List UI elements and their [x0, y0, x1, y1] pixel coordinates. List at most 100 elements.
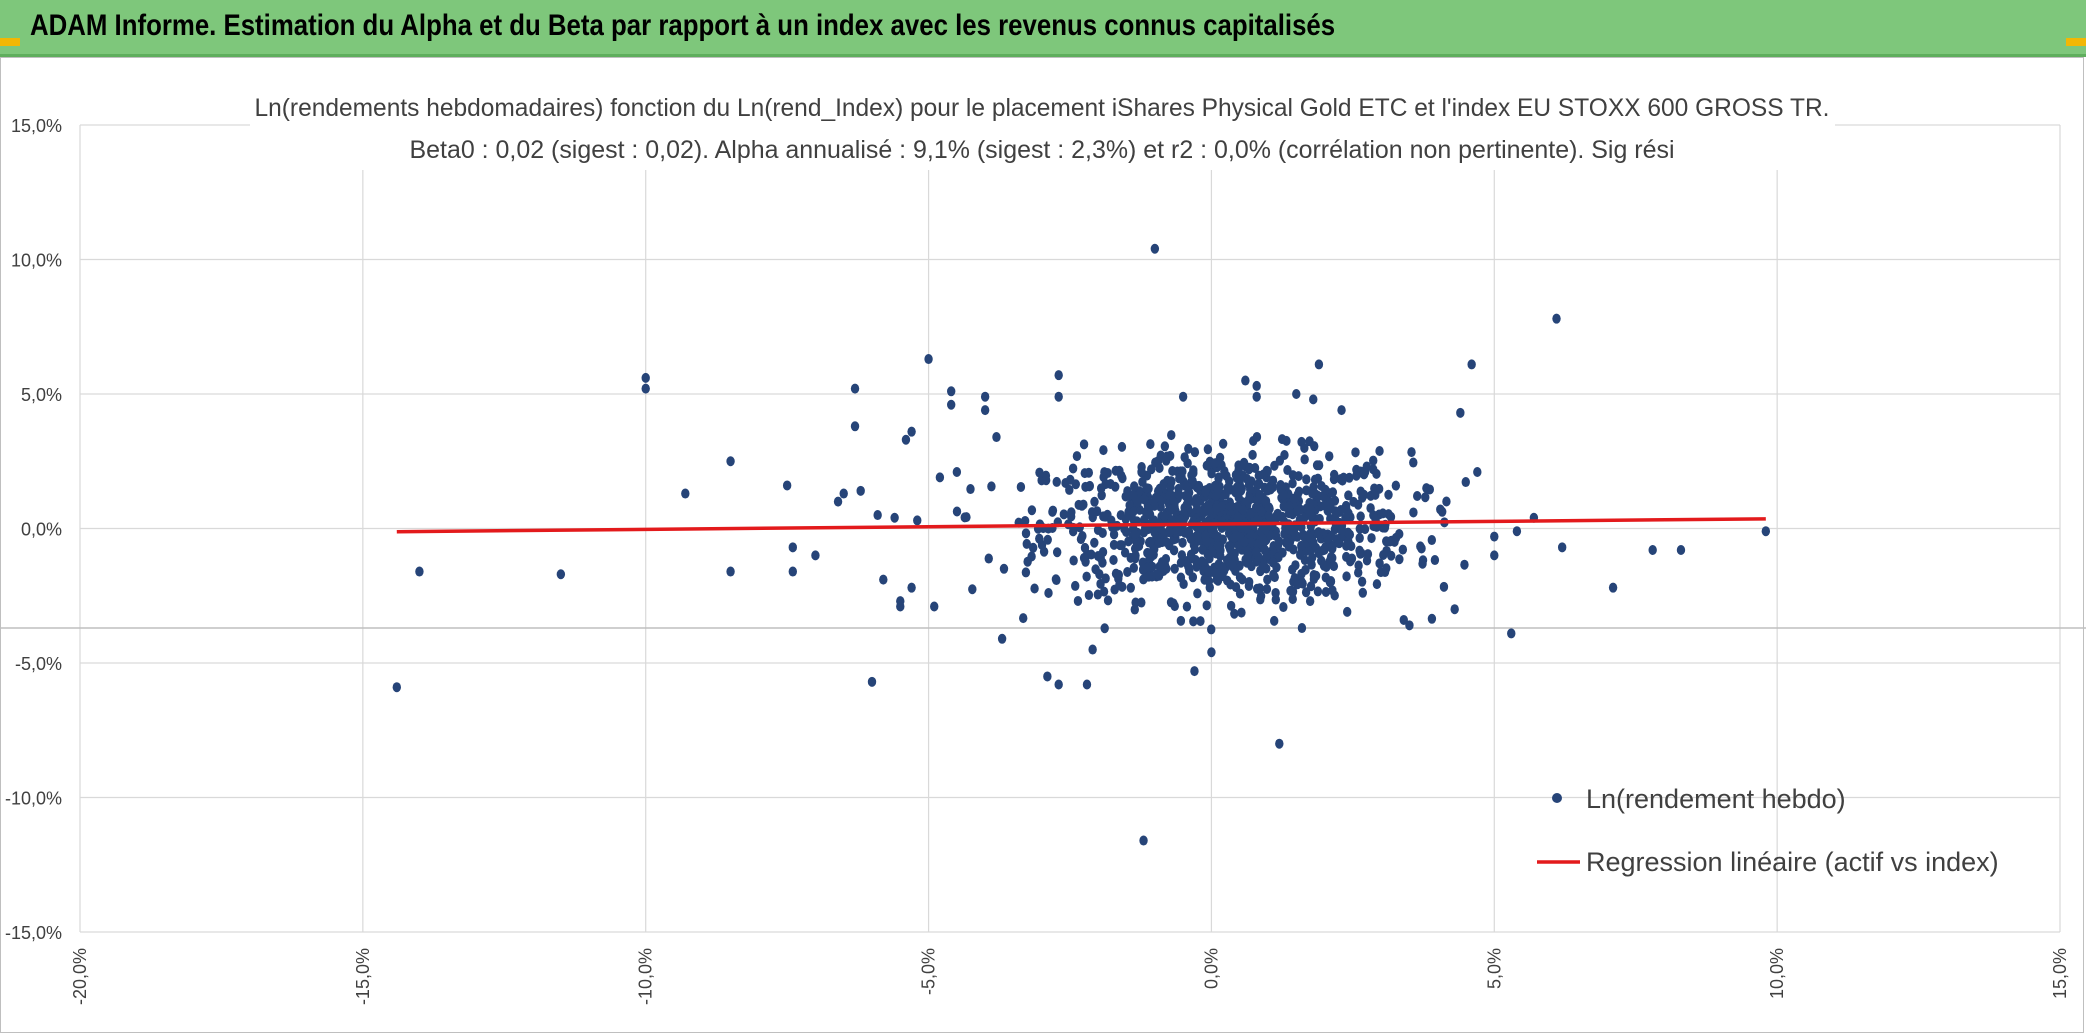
- data-point: [1019, 613, 1028, 624]
- data-point: [947, 386, 956, 397]
- data-point: [924, 354, 933, 365]
- data-point: [1330, 590, 1339, 601]
- x-tick-label: -20,0%: [70, 948, 90, 1005]
- data-point: [1226, 600, 1236, 611]
- data-point: [1207, 468, 1216, 479]
- legend-marker-points: [1552, 793, 1562, 803]
- data-point: [1552, 313, 1561, 324]
- corner-marker-right: [2066, 38, 2086, 46]
- data-point: [1266, 484, 1275, 495]
- data-point: [1297, 540, 1306, 551]
- data-point: [1080, 542, 1090, 553]
- data-point: [1043, 671, 1052, 682]
- data-point: [1170, 563, 1179, 574]
- data-point: [1126, 582, 1135, 593]
- data-point: [1160, 441, 1170, 452]
- data-point: [1557, 542, 1567, 553]
- data-point: [1146, 439, 1155, 450]
- data-point: [1054, 391, 1063, 402]
- data-point: [1168, 504, 1177, 515]
- data-point: [1243, 549, 1252, 560]
- data-point: [1351, 447, 1360, 458]
- data-point: [1285, 501, 1295, 512]
- data-point: [1073, 595, 1083, 606]
- data-point: [1380, 522, 1390, 533]
- data-point: [1362, 555, 1372, 566]
- data-point: [1203, 444, 1213, 455]
- data-point: [1412, 491, 1422, 502]
- data-point: [1201, 487, 1210, 498]
- data-point: [1369, 455, 1378, 466]
- data-point: [1207, 624, 1216, 635]
- data-point: [1263, 574, 1272, 585]
- y-tick-label: -15,0%: [5, 923, 62, 943]
- data-point: [968, 584, 977, 595]
- x-tick-label: 10,0%: [1767, 948, 1787, 999]
- data-point: [947, 399, 956, 410]
- data-point: [1310, 474, 1320, 485]
- data-point: [1266, 530, 1275, 541]
- data-point: [1139, 563, 1148, 574]
- data-point: [1288, 478, 1297, 489]
- data-point: [1168, 466, 1177, 477]
- data-point: [1300, 555, 1310, 566]
- data-point: [1309, 394, 1318, 405]
- data-point: [1179, 579, 1188, 590]
- data-point: [1275, 455, 1285, 466]
- data-point: [1252, 380, 1261, 391]
- data-point: [1409, 507, 1418, 518]
- data-point: [1242, 557, 1252, 568]
- x-tick-label: -5,0%: [919, 948, 939, 995]
- data-point: [1314, 528, 1323, 539]
- data-point: [1251, 502, 1261, 513]
- data-point: [1288, 586, 1298, 597]
- data-point: [935, 472, 945, 483]
- data-point: [1129, 562, 1139, 573]
- data-point: [1220, 466, 1229, 477]
- data-point: [1178, 391, 1188, 402]
- data-point: [1130, 604, 1139, 615]
- data-point: [1338, 475, 1347, 486]
- data-point: [1226, 541, 1235, 552]
- data-point: [896, 601, 905, 612]
- data-point: [1341, 513, 1350, 524]
- data-point: [1202, 460, 1212, 471]
- data-point: [1178, 537, 1187, 548]
- data-point: [1343, 606, 1352, 617]
- data-point: [1178, 466, 1187, 477]
- data-point: [1354, 560, 1363, 571]
- data-point: [1120, 547, 1130, 558]
- data-point: [1147, 561, 1157, 572]
- data-point: [1128, 506, 1138, 517]
- data-point: [1360, 524, 1370, 535]
- data-point: [1184, 443, 1193, 454]
- data-point: [1418, 558, 1427, 569]
- data-point: [952, 506, 962, 517]
- data-point: [1321, 587, 1331, 598]
- data-point: [1385, 536, 1395, 547]
- data-point: [1181, 480, 1190, 491]
- data-point: [1328, 541, 1337, 552]
- data-point: [1098, 547, 1108, 558]
- y-tick-label: -10,0%: [5, 789, 62, 809]
- data-point: [1421, 492, 1430, 503]
- data-point: [997, 633, 1007, 644]
- data-point: [1234, 465, 1243, 476]
- data-point: [1174, 489, 1184, 500]
- data-point: [1176, 557, 1186, 568]
- data-point: [1117, 441, 1127, 452]
- data-point: [1321, 484, 1330, 495]
- data-point: [1079, 439, 1089, 450]
- data-point: [1334, 538, 1344, 549]
- data-point: [980, 391, 990, 402]
- data-point: [556, 569, 566, 580]
- regression-line: [396, 517, 1766, 534]
- x-axis-ticks: -20,0% -15,0% -10,0% -5,0% 0,0% 5,0% 10,0% 15,0…: [70, 948, 2070, 1005]
- data-point: [641, 383, 650, 394]
- data-point: [1344, 490, 1353, 501]
- y-axis-ticks: 15,0% 10,0% 5,0% 0,0% -5,0% -10,0% -15,0%: [5, 116, 62, 943]
- data-point: [960, 512, 969, 523]
- data-point: [1153, 569, 1162, 580]
- data-point: [1100, 623, 1109, 634]
- data-point: [1199, 507, 1209, 518]
